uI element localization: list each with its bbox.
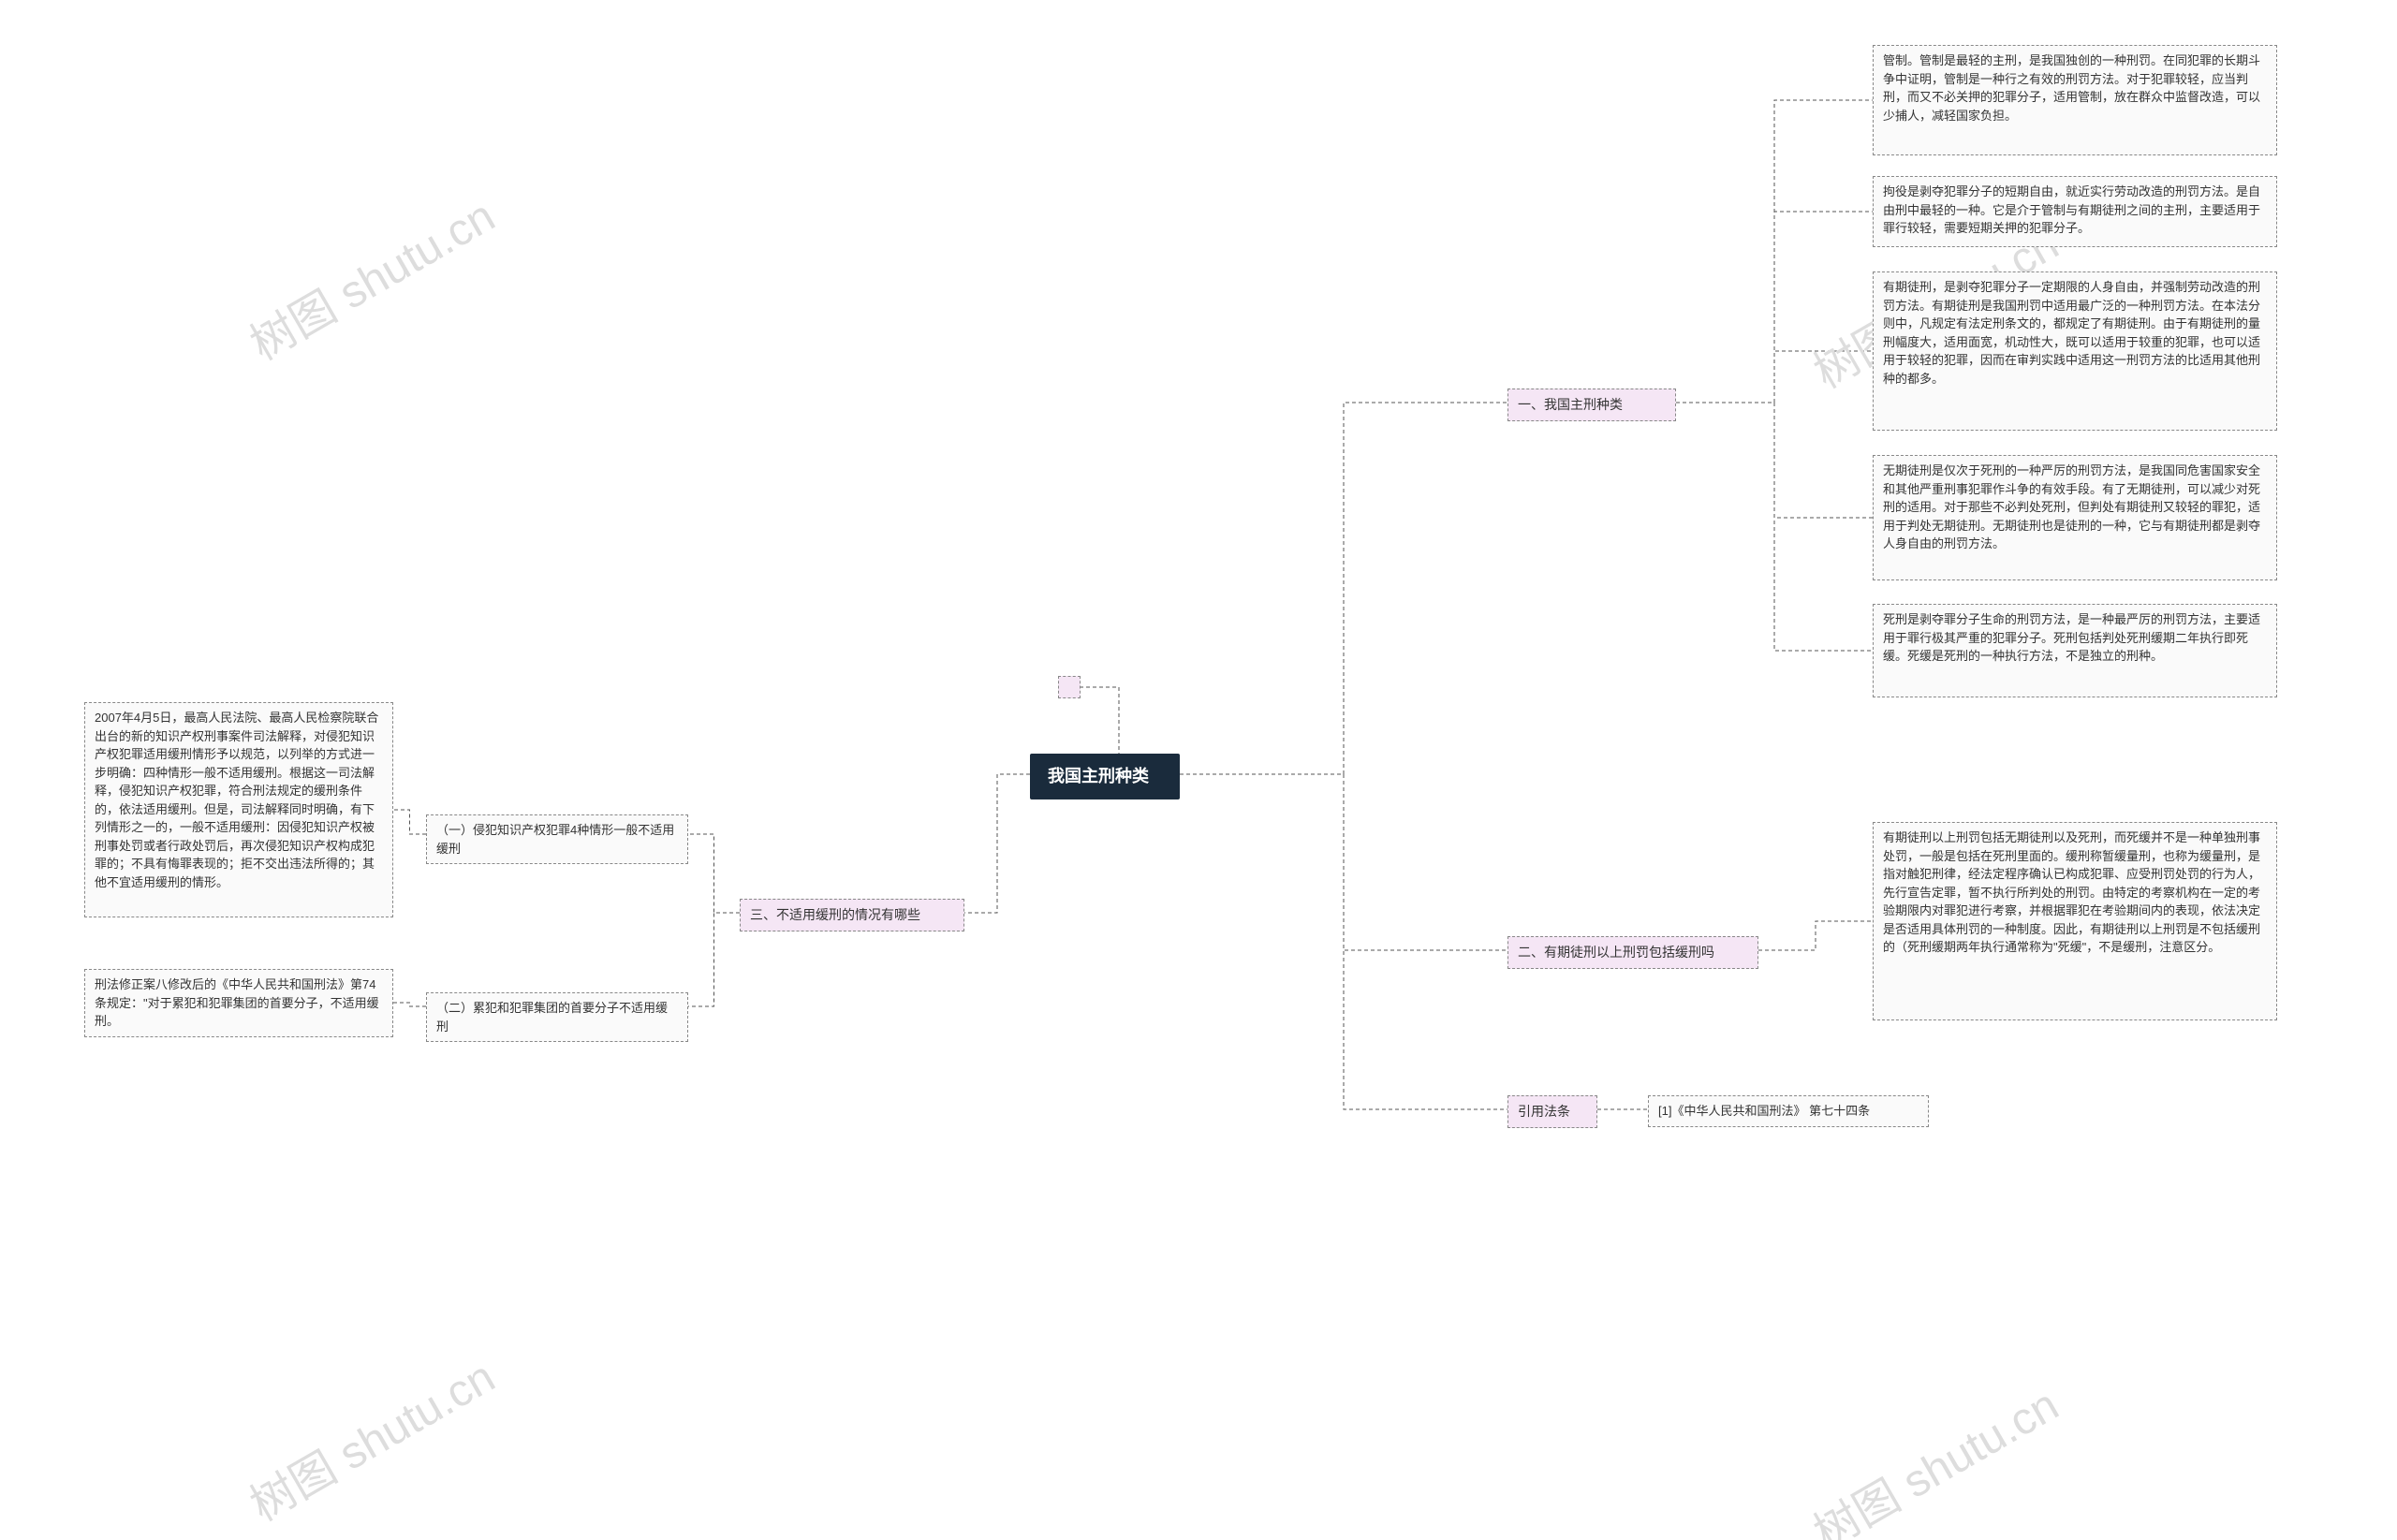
leaf-b1-3: 无期徒刑是仅次于死刑的一种严厉的刑罚方法，是我国同危害国家安全和其他严重刑事犯罪… (1873, 455, 2277, 580)
leaf-b3-0: [1]《中华人民共和国刑法》 第七十四条 (1648, 1095, 1929, 1127)
branch-b2: 二、有期徒刑以上刑罚包括缓刑吗 (1507, 936, 1758, 969)
mindmap-canvas: 树图 shutu.cn树图 shutu.cn树图 shutu.cn树图 shut… (0, 0, 2397, 1540)
branch-b0 (1058, 676, 1081, 698)
leaf-b1-4: 死刑是剥夺罪分子生命的刑罚方法，是一种最严厉的刑罚方法，主要适用于罪行极其严重的… (1873, 604, 2277, 697)
leaf-b2-0: 有期徒刑以上刑罚包括无期徒刑以及死刑，而死缓并不是一种单独刑事处罚，一般是包括在… (1873, 822, 2277, 1020)
branch-b3: 引用法条 (1507, 1095, 1597, 1128)
leaf-b4-0: （一）侵犯知识产权犯罪4种情形一般不适用缓刑 (426, 814, 688, 864)
leaf-b1-2: 有期徒刑，是剥夺犯罪分子一定期限的人身自由，并强制劳动改造的刑罚方法。有期徒刑是… (1873, 271, 2277, 431)
leaf-b4-1: （二）累犯和犯罪集团的首要分子不适用缓刑 (426, 992, 688, 1042)
branch-b1: 一、我国主刑种类 (1507, 389, 1676, 421)
watermark-2: 树图 shutu.cn (1800, 1369, 2068, 1540)
leaf-b1-0: 管制。管制是最轻的主刑，是我国独创的一种刑罚。在同犯罪的长期斗争中证明，管制是一… (1873, 45, 2277, 155)
branch-b4: 三、不适用缓刑的情况有哪些 (740, 899, 964, 931)
watermark-0: 树图 shutu.cn (236, 180, 505, 373)
root-node: 我国主刑种类 (1030, 754, 1180, 799)
leaf-b4-1-sub: 刑法修正案八修改后的《中华人民共和国刑法》第74条规定："对于累犯和犯罪集团的首… (84, 969, 393, 1037)
leaf-b1-1: 拘役是剥夺犯罪分子的短期自由，就近实行劳动改造的刑罚方法。是自由刑中最轻的一种。… (1873, 176, 2277, 247)
watermark-1: 树图 shutu.cn (236, 1341, 505, 1533)
leaf-b4-0-sub: 2007年4月5日，最高人民法院、最高人民检察院联合出台的新的知识产权刑事案件司… (84, 702, 393, 917)
